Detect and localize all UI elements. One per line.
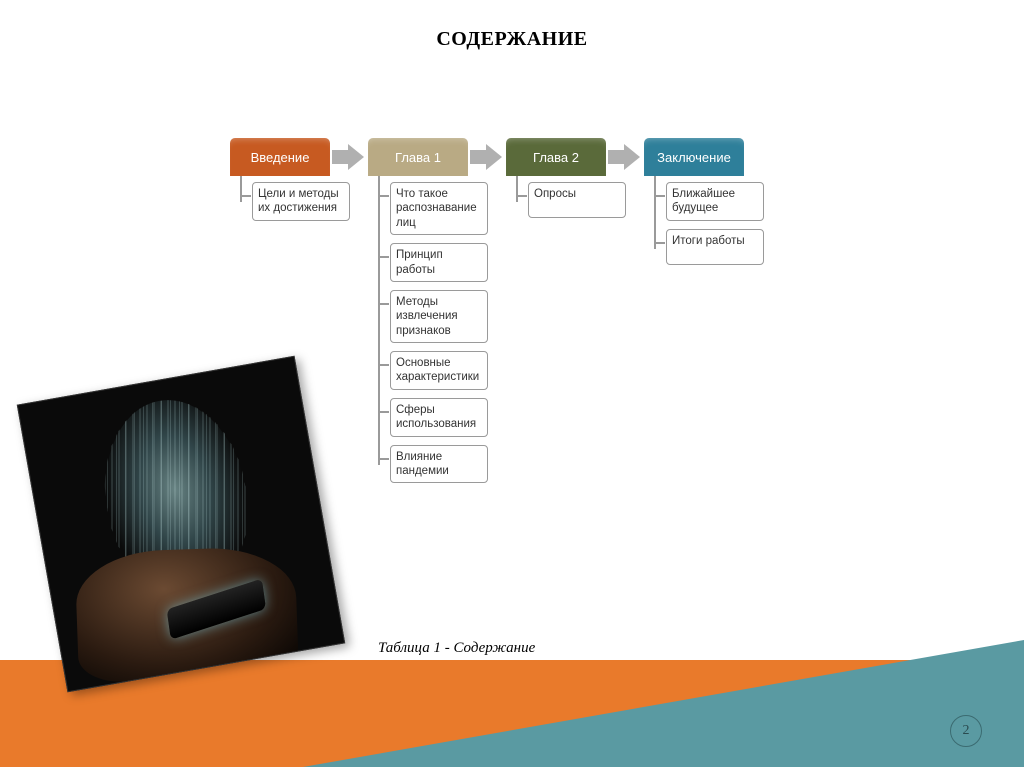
page-title: СОДЕРЖАНИЕ	[0, 28, 1024, 51]
flow-sub-1-0: Что такое распознавание лиц	[390, 182, 488, 235]
flow-sub-3-1: Итоги работы	[666, 229, 764, 265]
footer-teal-triangle	[144, 640, 1024, 767]
flow-top-row: Введение Цели и методы их достижения Гла…	[230, 138, 790, 176]
flow-sub-3-0: Ближайшее будущее	[666, 182, 764, 221]
flow-sub-0-0: Цели и методы их достижения	[252, 182, 350, 221]
flow-column-3: Заключение Ближайшее будущее Итоги работ…	[644, 138, 744, 176]
flow-branch-0: Цели и методы их достижения	[240, 176, 332, 202]
flow-header-conclusion: Заключение	[644, 138, 744, 176]
arrow-icon	[608, 142, 642, 172]
page-number-badge: 2	[950, 715, 982, 747]
arrow-icon	[332, 142, 366, 172]
flow-sub-1-5: Влияние пандемии	[390, 445, 488, 484]
flow-sub-1-3: Основные характеристики	[390, 351, 488, 390]
flow-header-ch2: Глава 2	[506, 138, 606, 176]
flow-branch-1: Что такое распознавание лиц Принцип рабо…	[378, 176, 470, 465]
face-recognition-photo	[17, 356, 345, 693]
flow-column-2: Глава 2 Опросы	[506, 138, 606, 176]
flow-column-1: Глава 1 Что такое распознавание лиц Прин…	[368, 138, 468, 176]
flow-sub-1-2: Методы извлечения признаков	[390, 290, 488, 343]
flow-header-intro: Введение	[230, 138, 330, 176]
flow-sub-1-1: Принцип работы	[390, 243, 488, 282]
arrow-icon	[470, 142, 504, 172]
flowchart: Введение Цели и методы их достижения Гла…	[230, 138, 790, 176]
flow-sub-1-4: Сферы использования	[390, 398, 488, 437]
flow-sub-2-0: Опросы	[528, 182, 626, 218]
flow-header-ch1: Глава 1	[368, 138, 468, 176]
flow-branch-2: Опросы	[516, 176, 608, 202]
flow-column-0: Введение Цели и методы их достижения	[230, 138, 330, 176]
flow-branch-3: Ближайшее будущее Итоги работы	[654, 176, 746, 249]
page-number: 2	[963, 723, 970, 739]
